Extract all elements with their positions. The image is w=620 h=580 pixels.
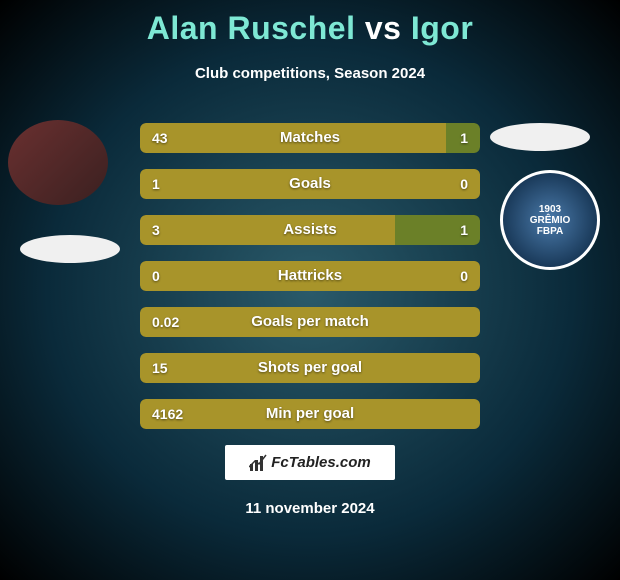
player1-avatar <box>8 120 108 205</box>
subtitle: Club competitions, Season 2024 <box>0 65 620 82</box>
stat-bars: 431Matches 10Goals 31Assists 00Hattricks 0.0… <box>140 123 480 445</box>
vs-text: vs <box>365 10 402 46</box>
stat-row: 10Goals <box>140 169 480 199</box>
brand-icon <box>249 454 267 472</box>
stat-row: 431Matches <box>140 123 480 153</box>
brand-badge: FcTables.com <box>225 445 395 480</box>
stat-label: Goals <box>140 169 480 199</box>
stat-label: Goals per match <box>140 307 480 337</box>
stat-row: 4162Min per goal <box>140 399 480 429</box>
club-abbr: FBPA <box>530 226 571 237</box>
page-title: Alan Ruschel vs Igor <box>0 0 620 47</box>
player1-name: Alan Ruschel <box>147 10 356 46</box>
brand-text: FcTables.com <box>271 454 370 471</box>
club-name: GRÊMIO <box>530 215 571 226</box>
stat-label: Matches <box>140 123 480 153</box>
stat-label: Hattricks <box>140 261 480 291</box>
club-year: 1903 <box>530 204 571 215</box>
stat-row: 31Assists <box>140 215 480 245</box>
player2-club-badge: 1903 GRÊMIO FBPA <box>500 170 600 270</box>
stat-row: 0.02Goals per match <box>140 307 480 337</box>
player2-shadow <box>490 123 590 151</box>
stat-row: 00Hattricks <box>140 261 480 291</box>
stat-label: Shots per goal <box>140 353 480 383</box>
club-badge-text: 1903 GRÊMIO FBPA <box>530 204 571 237</box>
stat-label: Min per goal <box>140 399 480 429</box>
stat-row: 15Shots per goal <box>140 353 480 383</box>
date-text: 11 november 2024 <box>0 500 620 517</box>
player1-shadow <box>20 235 120 263</box>
stat-label: Assists <box>140 215 480 245</box>
player2-name: Igor <box>411 10 473 46</box>
